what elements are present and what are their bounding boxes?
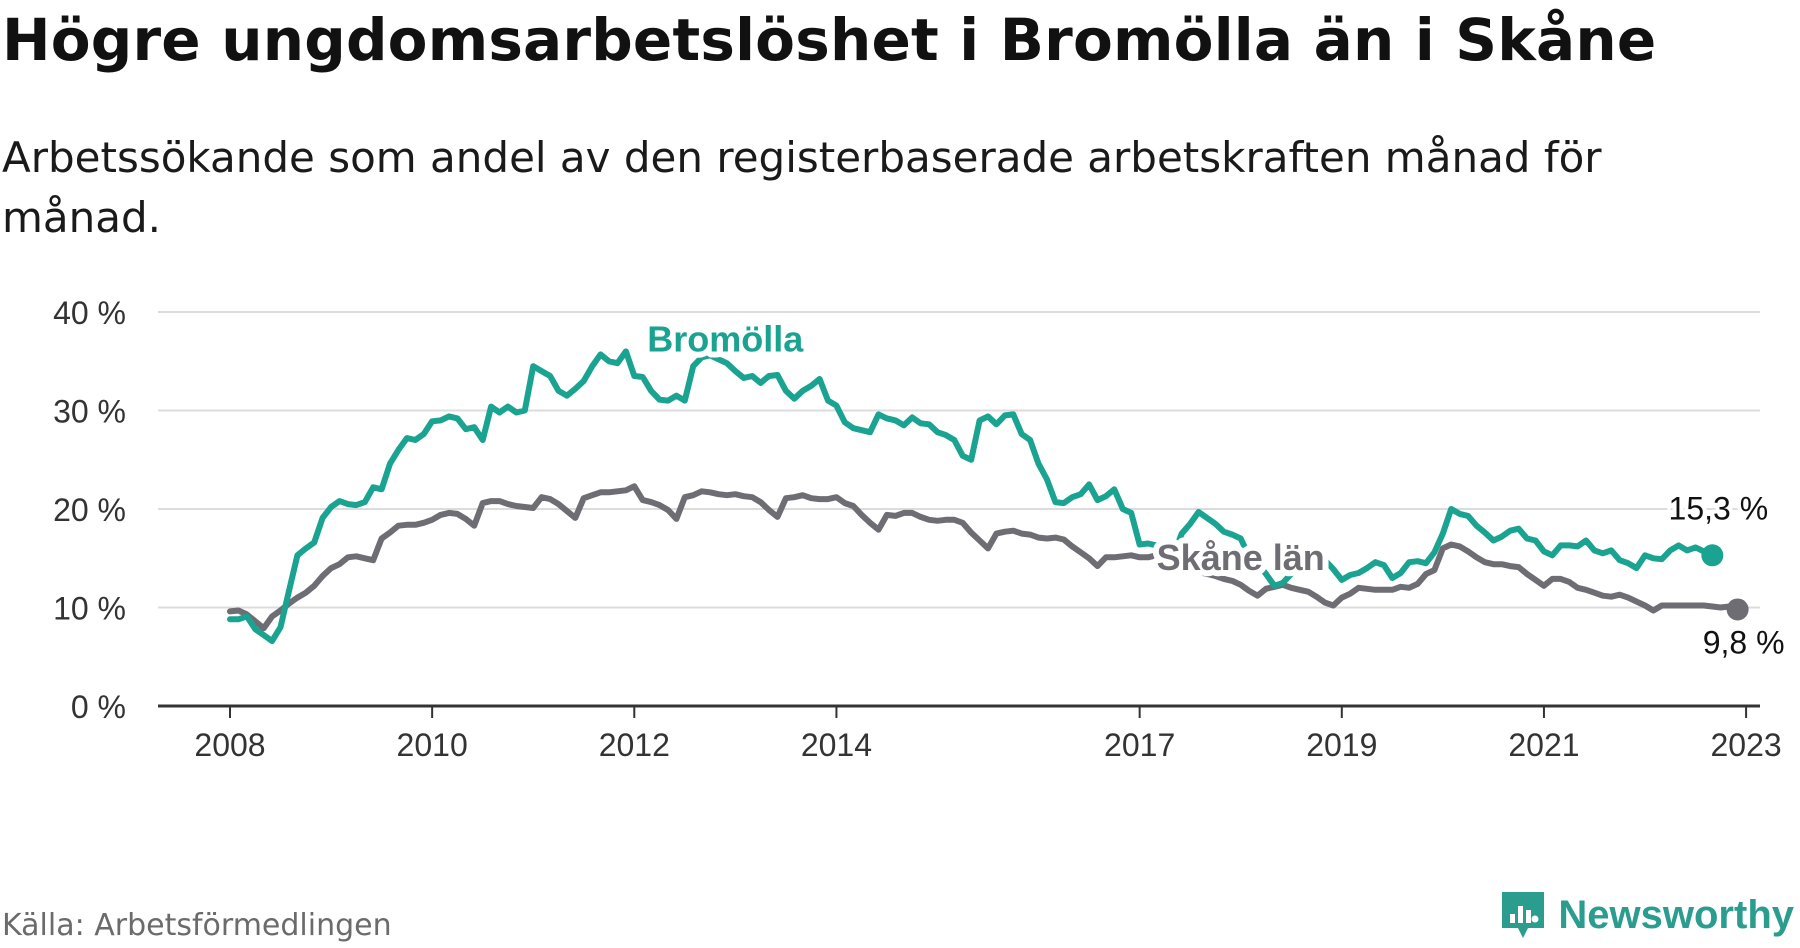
end-point-skane xyxy=(1726,598,1749,621)
y-tick-label: 30 % xyxy=(53,394,126,430)
line-chart: 0 % 10 % 20 % 30 % 40 % 2008 2010 2012 2014 2017… xyxy=(53,295,1788,763)
x-tick-label: 2010 xyxy=(397,727,468,763)
newsworthy-logo-icon xyxy=(1502,892,1545,938)
x-tick-label: 2008 xyxy=(194,727,265,763)
brand-name: Newsworthy xyxy=(1558,892,1794,937)
y-tick-label: 20 % xyxy=(53,492,126,528)
x-tick-label: 2017 xyxy=(1104,727,1175,763)
gridlines xyxy=(158,311,1760,609)
x-tick-label: 2014 xyxy=(801,727,872,763)
y-axis-tick-labels: 0 % 10 % 20 % 30 % 40 % xyxy=(53,295,126,725)
series-labels: Bromölla Skåne län 15,3 % 9,8 % xyxy=(641,312,1788,664)
series-line-bromolla xyxy=(227,348,1716,644)
series-label-skane: Skåne län xyxy=(1157,537,1325,578)
y-tick-label: 10 % xyxy=(53,591,126,627)
y-tick-label: 40 % xyxy=(53,295,126,331)
end-point-bromolla xyxy=(1701,544,1724,567)
x-tick-label: 2023 xyxy=(1710,727,1781,763)
chart-subtitle: Arbetssökande som andel av den registerb… xyxy=(2,133,1602,242)
series-line-skane xyxy=(227,483,1741,632)
source-note: Källa: Arbetsförmedlingen xyxy=(2,908,392,943)
end-value-label: 9,8 % xyxy=(1703,624,1785,660)
x-tick-label: 2012 xyxy=(599,727,670,763)
y-tick-label: 0 % xyxy=(71,689,126,725)
brand-logo: Newsworthy xyxy=(1498,888,1794,942)
end-value-label: 15,3 % xyxy=(1669,490,1769,526)
x-tick-label: 2019 xyxy=(1306,727,1377,763)
x-axis: 2008 2010 2012 2014 2017 2019 2021 2023 xyxy=(158,704,1782,763)
x-tick-label: 2021 xyxy=(1508,727,1579,763)
chart-title: Högre ungdomsarbetslöshet i Bromölla än … xyxy=(2,6,1657,74)
series-label-bromolla: Bromölla xyxy=(647,318,804,359)
series-lines xyxy=(227,348,1749,644)
